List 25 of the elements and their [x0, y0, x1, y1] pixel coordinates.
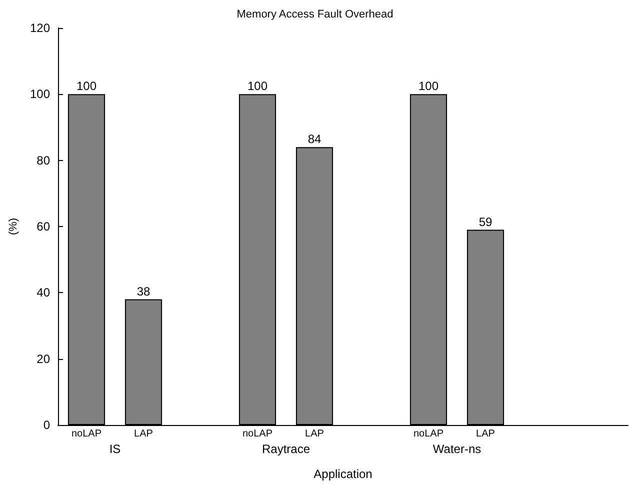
y-tick-label: 60 — [36, 220, 50, 234]
x-tick-label: noLAP — [413, 428, 444, 440]
data-label: 100 — [247, 79, 268, 94]
x-tick-label: LAP — [134, 428, 154, 440]
y-tick-label: 120 — [30, 21, 50, 35]
x-tick-label: LAP — [476, 428, 496, 440]
data-label: 84 — [308, 132, 322, 146]
x-tick-label: noLAP — [71, 428, 102, 440]
chart-title: Memory Access Fault Overhead — [236, 8, 394, 20]
data-label: 59 — [478, 214, 492, 229]
data-label: 100 — [418, 79, 439, 94]
data-label: 100 — [76, 79, 97, 94]
x-tick-label: noLAP — [242, 428, 273, 440]
y-tick-label: 0 — [43, 418, 50, 432]
text: Water-ns — [432, 442, 482, 456]
x-axis-title: Application — [314, 467, 372, 481]
y-tick-label: 100 — [30, 87, 50, 102]
text: Raytrace — [262, 442, 310, 456]
y-tick-label: 40 — [36, 286, 50, 300]
data-label: 38 — [136, 284, 150, 298]
y-tick-label: 20 — [36, 352, 50, 366]
y-tick-label: 80 — [36, 153, 50, 168]
text: IS — [109, 442, 121, 456]
x-tick-label: LAP — [305, 428, 324, 440]
y-axis-title: (%) — [8, 218, 20, 236]
